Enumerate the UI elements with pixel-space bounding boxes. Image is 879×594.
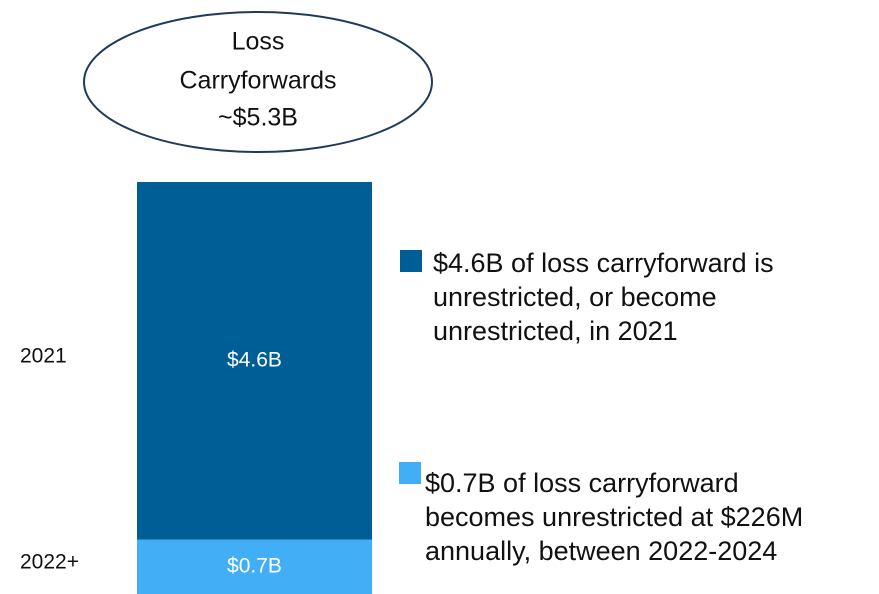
legend-text: $4.6B of loss carryforward is unrestrict… [433, 248, 774, 346]
value-label: $4.6B [227, 348, 282, 371]
value-label: $0.7B [227, 554, 282, 577]
annotation-ellipse [83, 11, 433, 153]
legend-swatch [400, 250, 422, 272]
annotation-line: Carryforwards [180, 67, 337, 95]
bar-segment [137, 539, 372, 594]
legend-swatch [399, 462, 421, 484]
period-label: 2021 [20, 344, 67, 367]
annotation-line: Loss [232, 28, 285, 56]
legend-text: $0.7B of loss carryforward becomes unres… [425, 468, 804, 566]
bar-segment [137, 182, 372, 540]
period-label: 2022+ [20, 550, 79, 573]
annotation-line: ~$5.3B [218, 104, 298, 132]
